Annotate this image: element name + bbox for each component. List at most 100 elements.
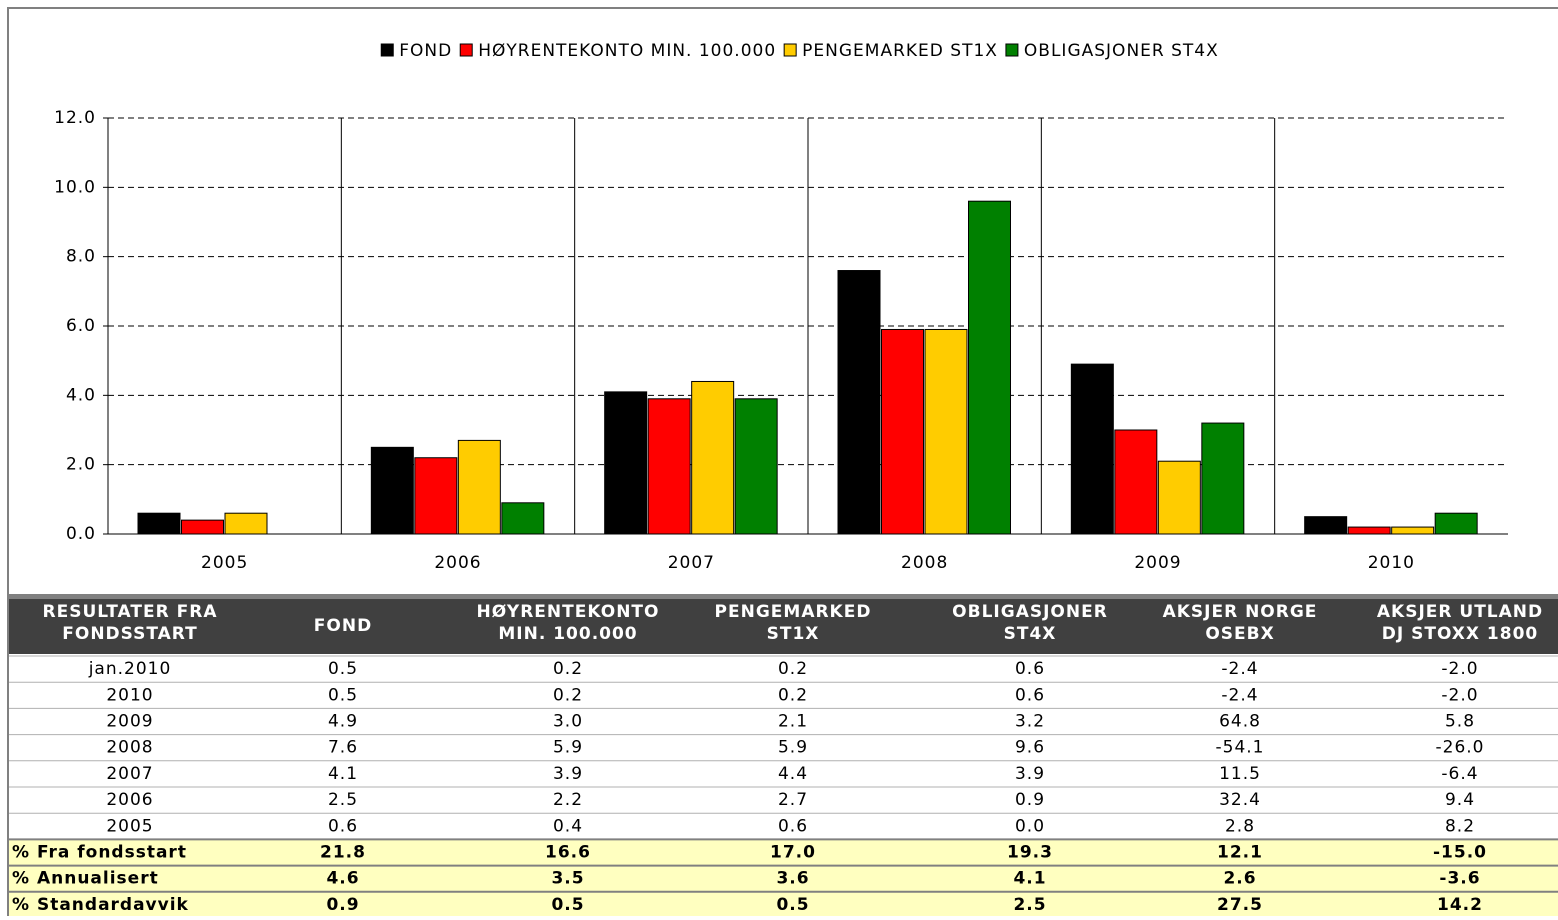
table-cell: 0.2 [553,659,583,679]
table-cell: 4.6 [326,869,359,889]
table-cell: 0.4 [553,816,583,836]
bar [1347,526,1391,535]
frame [7,7,1558,920]
table-cell: 64.8 [1219,712,1261,732]
bar [224,512,268,535]
bar [734,398,778,535]
table-cell: 2.5 [328,790,358,810]
table-header: ST1X [767,624,820,644]
x-tick-label: 2009 [1134,553,1181,573]
bar [414,457,458,535]
table-cell: 27.5 [1217,895,1263,915]
table-cell: 0.6 [1015,685,1045,705]
table-header: DJ STOXX 1800 [1382,624,1539,644]
table-cell: 4.1 [328,764,358,784]
table-header: FONDSSTART [62,624,197,644]
bar [968,200,1011,535]
table-header: ST4X [1004,624,1057,644]
table-header: HØYRENTEKONTO [477,602,660,622]
row-label: 2009 [106,712,153,732]
table-cell: 5.9 [553,738,583,758]
table-header: FOND [314,616,372,636]
table-cell: -26.0 [1436,738,1485,758]
table-cell: -2.0 [1441,685,1478,705]
row-label: % Fra fondsstart [12,843,187,863]
divider [8,594,1558,599]
table-cell: 0.6 [778,816,808,836]
table-cell: 3.2 [1015,712,1045,732]
legend-label: PENGEMARKED ST1X [802,41,998,61]
row-label: 2010 [106,685,153,705]
bar [881,328,924,535]
table-cell: 3.6 [776,869,809,889]
table-cell: 9.6 [1015,738,1045,758]
table-cell: 14.2 [1437,895,1483,915]
table-cell: 0.6 [1015,659,1045,679]
table-cell: 4.9 [328,712,358,732]
table-cell: 0.5 [551,895,584,915]
table-cell: 0.9 [1015,790,1045,810]
bar [370,446,414,535]
table-cell: 2.1 [778,712,808,732]
row-label: 2005 [106,816,153,836]
bar [181,519,224,535]
table-cell: 4.1 [1013,869,1046,889]
table-cell: 3.9 [553,764,583,784]
table-header: RESULTATER FRA [43,602,218,622]
table-cell: 2.2 [553,790,583,810]
table-cell: 17.0 [770,843,816,863]
bar [647,398,691,535]
table-cell: 0.5 [328,685,358,705]
table-cell: -15.0 [1433,843,1487,863]
table-cell: 12.1 [1217,843,1263,863]
table-cell: 0.5 [328,659,358,679]
table-cell: 5.9 [778,738,808,758]
y-tick-label: 6.0 [66,316,96,336]
table-cell: 2.6 [1223,869,1256,889]
table-cell: -2.4 [1221,659,1258,679]
bar [1201,422,1245,535]
summary-row-bg [9,839,1558,866]
y-tick-label: 12.0 [54,108,96,128]
y-tick-label: 0.0 [66,524,96,544]
table-cell: 0.6 [328,816,358,836]
table-header: PENGEMARKED [715,602,872,622]
bar [1434,512,1478,535]
table-header: OSEBX [1205,624,1274,644]
bar [457,439,501,535]
table-cell: 4.4 [778,764,808,784]
table-cell: 0.9 [326,895,359,915]
x-tick-label: 2005 [201,553,248,573]
bar [1070,363,1114,535]
table-cell: 3.5 [551,869,584,889]
bar [1304,516,1348,535]
table-cell: 32.4 [1219,790,1261,810]
row-label: 2007 [106,764,153,784]
bar [691,380,735,535]
table-cell: 0.0 [1015,816,1045,836]
x-tick-label: 2010 [1368,553,1415,573]
y-tick-label: 2.0 [66,455,96,475]
y-tick-label: 10.0 [54,177,96,197]
y-tick-label: 4.0 [66,385,96,405]
table-cell: 3.9 [1015,764,1045,784]
summary-row-bg [9,891,1558,918]
table-header: MIN. 100.000 [498,624,637,644]
table-cell: 9.4 [1445,790,1475,810]
table-cell: 2.5 [1013,895,1046,915]
legend-swatch [783,43,797,57]
bar [1391,526,1435,535]
table-cell: 21.8 [320,843,366,863]
bar [501,502,545,535]
bar [1114,429,1158,535]
row-label: jan.2010 [88,659,172,679]
table-cell: 19.3 [1007,843,1053,863]
table-cell: 0.5 [776,895,809,915]
table-cell: -2.4 [1221,685,1258,705]
table-cell: 0.2 [553,685,583,705]
bar [924,328,968,535]
summary-row-bg [9,865,1558,892]
table-cell: -6.4 [1441,764,1478,784]
row-label: 2006 [106,790,153,810]
